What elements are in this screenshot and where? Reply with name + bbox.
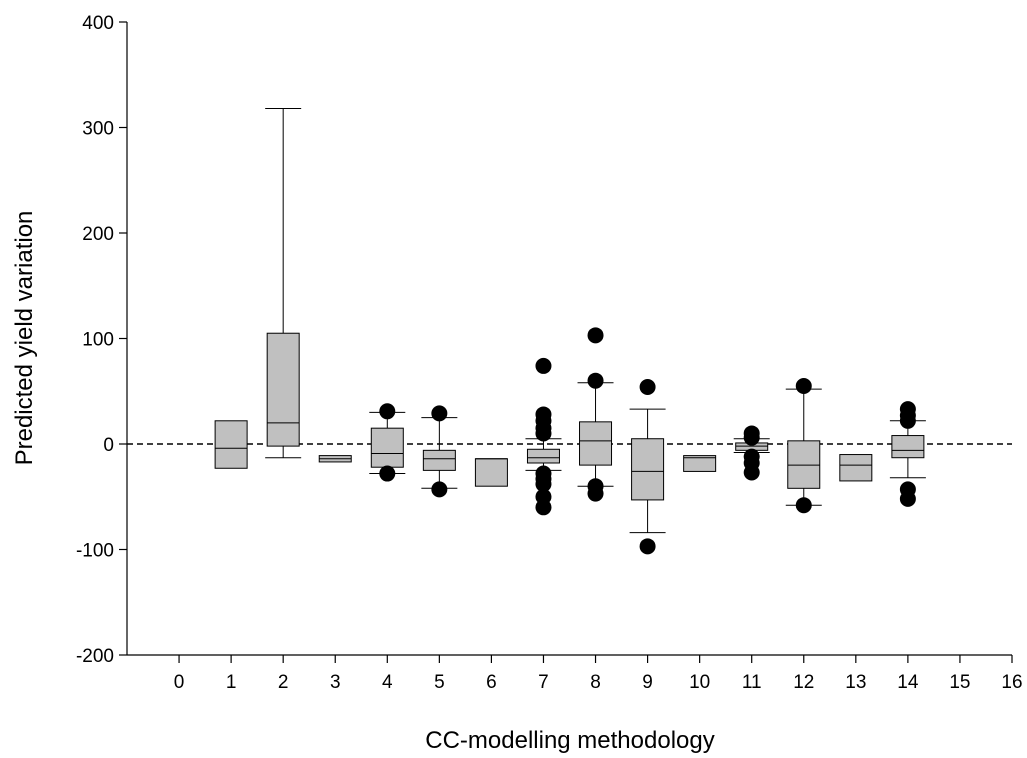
outlier-point bbox=[743, 429, 760, 446]
x-tick-label: 13 bbox=[845, 672, 866, 693]
y-tick-label: 100 bbox=[82, 330, 114, 351]
outlier-point bbox=[899, 412, 916, 429]
box-12 bbox=[787, 440, 821, 489]
x-tick-label: 0 bbox=[174, 672, 185, 693]
outlier-point bbox=[535, 357, 552, 374]
outlier-point bbox=[431, 405, 448, 422]
outlier-point bbox=[795, 497, 812, 514]
y-tick-label: 0 bbox=[103, 435, 114, 456]
y-tick-label: 200 bbox=[82, 224, 114, 245]
x-tick-label: 9 bbox=[642, 672, 653, 693]
x-tick-label: 16 bbox=[1001, 672, 1022, 693]
box-4 bbox=[370, 427, 404, 468]
x-tick-label: 7 bbox=[538, 672, 549, 693]
outlier-point bbox=[535, 499, 552, 516]
x-axis-label: CC-modelling methodology bbox=[425, 727, 714, 754]
box-13 bbox=[839, 454, 873, 482]
outlier-point bbox=[899, 490, 916, 507]
box-5 bbox=[422, 449, 456, 471]
outlier-point bbox=[431, 481, 448, 498]
outlier-point bbox=[535, 476, 552, 493]
outlier-point bbox=[535, 425, 552, 442]
x-tick-label: 2 bbox=[278, 672, 289, 693]
box-14 bbox=[891, 435, 925, 459]
box-6 bbox=[474, 458, 508, 487]
box-1 bbox=[214, 420, 248, 469]
x-tick-label: 14 bbox=[897, 672, 919, 693]
x-tick-label: 4 bbox=[382, 672, 393, 693]
y-tick-label: -100 bbox=[76, 541, 114, 562]
outlier-point bbox=[587, 327, 604, 344]
x-tick-label: 1 bbox=[226, 672, 237, 693]
y-tick-label: 300 bbox=[82, 119, 114, 140]
outlier-point bbox=[639, 538, 656, 555]
outlier-point bbox=[379, 403, 396, 420]
y-tick-label: 400 bbox=[82, 13, 114, 34]
box-7 bbox=[526, 448, 560, 464]
y-tick-label: -200 bbox=[76, 646, 114, 667]
x-tick-label: 15 bbox=[949, 672, 970, 693]
box-9 bbox=[631, 438, 665, 501]
box-2 bbox=[266, 332, 300, 447]
outlier-point bbox=[379, 465, 396, 482]
x-tick-label: 8 bbox=[590, 672, 601, 693]
x-tick-label: 3 bbox=[330, 672, 341, 693]
x-tick-label: 10 bbox=[689, 672, 710, 693]
outlier-point bbox=[587, 372, 604, 389]
x-tick-label: 5 bbox=[434, 672, 445, 693]
outlier-point bbox=[639, 379, 656, 396]
x-tick-label: 11 bbox=[742, 672, 762, 693]
outlier-point bbox=[587, 485, 604, 502]
outlier-point bbox=[743, 464, 760, 481]
x-tick-label: 6 bbox=[486, 672, 497, 693]
y-axis-label: Predicted yield variation bbox=[11, 211, 38, 466]
x-tick-label: 12 bbox=[793, 672, 814, 693]
box-10 bbox=[683, 455, 717, 472]
outlier-point bbox=[795, 377, 812, 394]
box-8 bbox=[579, 421, 613, 466]
